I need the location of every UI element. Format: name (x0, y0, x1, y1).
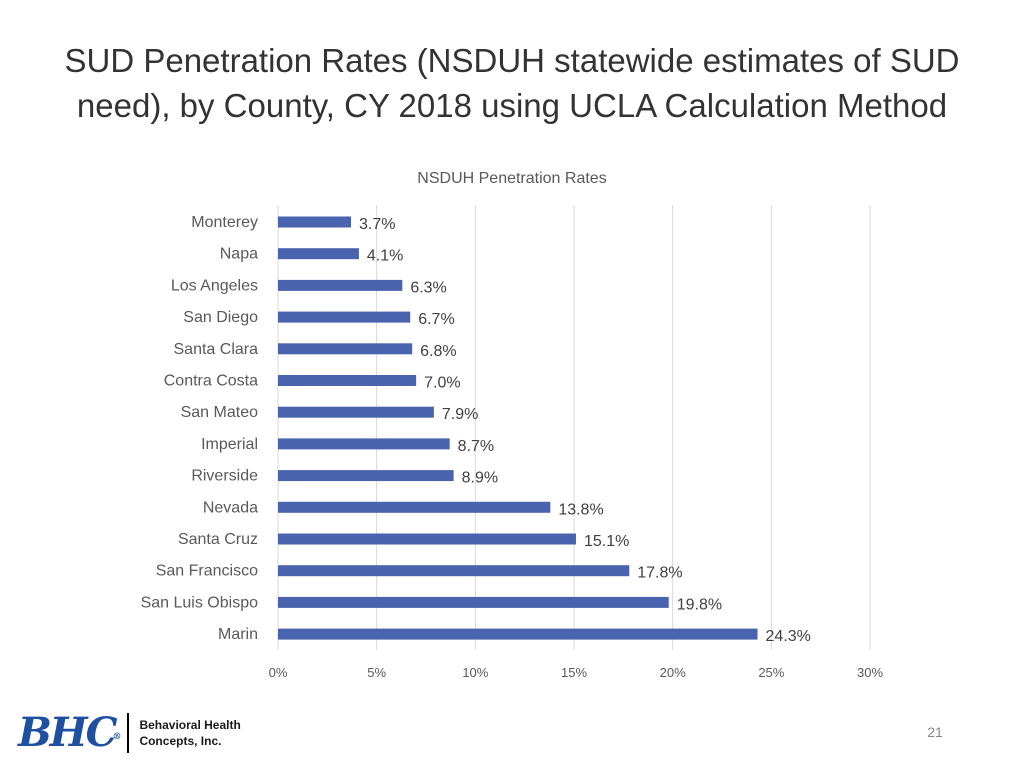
bar-san-luis-obispo (278, 596, 669, 608)
data-label: 7.9% (442, 406, 478, 423)
logo-company-name: Behavioral Health Concepts, Inc. (139, 717, 240, 749)
bar-marin (278, 628, 758, 640)
x-tick-label: 15% (561, 665, 587, 680)
bar-chart: NSDUH Penetration Rates 0% 5% 10% 15% 20% 25%… (141, 170, 884, 680)
x-tick-label: 30% (857, 665, 883, 680)
x-tick-label: 0% (269, 665, 288, 680)
category-label: Marin (218, 626, 258, 643)
bar-santa-cruz (278, 533, 576, 545)
logo-line-1: Behavioral Health (139, 718, 241, 732)
category-label: San Luis Obispo (141, 594, 259, 611)
x-tick-label: 20% (660, 665, 686, 680)
data-label: 4.1% (367, 248, 403, 265)
chart-title: NSDUH Penetration Rates (417, 170, 606, 187)
category-label: San Francisco (156, 563, 258, 580)
bar-santa-clara (278, 343, 413, 355)
x-tick-label: 10% (462, 665, 488, 680)
data-label: 17.8% (637, 565, 682, 582)
data-label: 8.7% (458, 438, 494, 455)
bar-san-francisco (278, 565, 630, 577)
data-label: 24.3% (766, 628, 811, 645)
logo-divider (127, 713, 130, 753)
bar-san-diego (278, 311, 411, 323)
registered-mark: ® (112, 732, 122, 742)
bhc-logo-mark: BHC ® (18, 713, 121, 753)
bar-monterey (278, 216, 352, 228)
data-label: 7.0% (424, 375, 460, 392)
bar-san-mateo (278, 406, 434, 418)
category-label: Napa (220, 246, 258, 263)
category-label: San Diego (183, 309, 258, 326)
labels: 0% 5% 10% 15% 20% 25% 30% Monterey 3.7% Napa 4.1% L… (141, 214, 884, 680)
x-tick-label: 25% (758, 665, 784, 680)
category-label: Santa Cruz (178, 531, 258, 548)
bar-contra-costa (278, 375, 417, 386)
data-label: 6.8% (420, 343, 456, 360)
data-label: 3.7% (359, 216, 395, 233)
category-label: Imperial (201, 436, 258, 453)
bars (278, 216, 758, 640)
x-tick-label: 5% (367, 665, 386, 680)
data-label: 6.7% (418, 311, 454, 328)
bar-los-angeles (278, 279, 403, 291)
data-label: 13.8% (558, 501, 603, 518)
company-logo: BHC ® Behavioral Health Concepts, Inc. (18, 708, 241, 758)
page-number: 21 (927, 724, 943, 740)
category-label: Riverside (191, 468, 258, 485)
data-label: 6.3% (410, 279, 446, 296)
bar-nevada (278, 501, 551, 513)
data-label: 8.9% (462, 470, 498, 487)
bar-imperial (278, 438, 450, 450)
category-label: Nevada (203, 499, 258, 516)
gridlines (277, 205, 871, 650)
data-label: 19.8% (677, 596, 722, 613)
bar-riverside (278, 470, 454, 482)
logo-line-2: Concepts, Inc. (139, 734, 222, 748)
category-label: Santa Clara (174, 341, 259, 358)
data-label: 15.1% (584, 533, 629, 550)
category-label: Los Angeles (171, 277, 258, 294)
slide-title: SUD Penetration Rates (NSDUH statewide e… (64, 42, 960, 124)
category-label: San Mateo (181, 404, 258, 421)
category-label: Contra Costa (164, 373, 258, 390)
logo-mark-text: BHC (18, 709, 117, 756)
bar-napa (278, 248, 359, 260)
category-label: Monterey (191, 214, 258, 231)
